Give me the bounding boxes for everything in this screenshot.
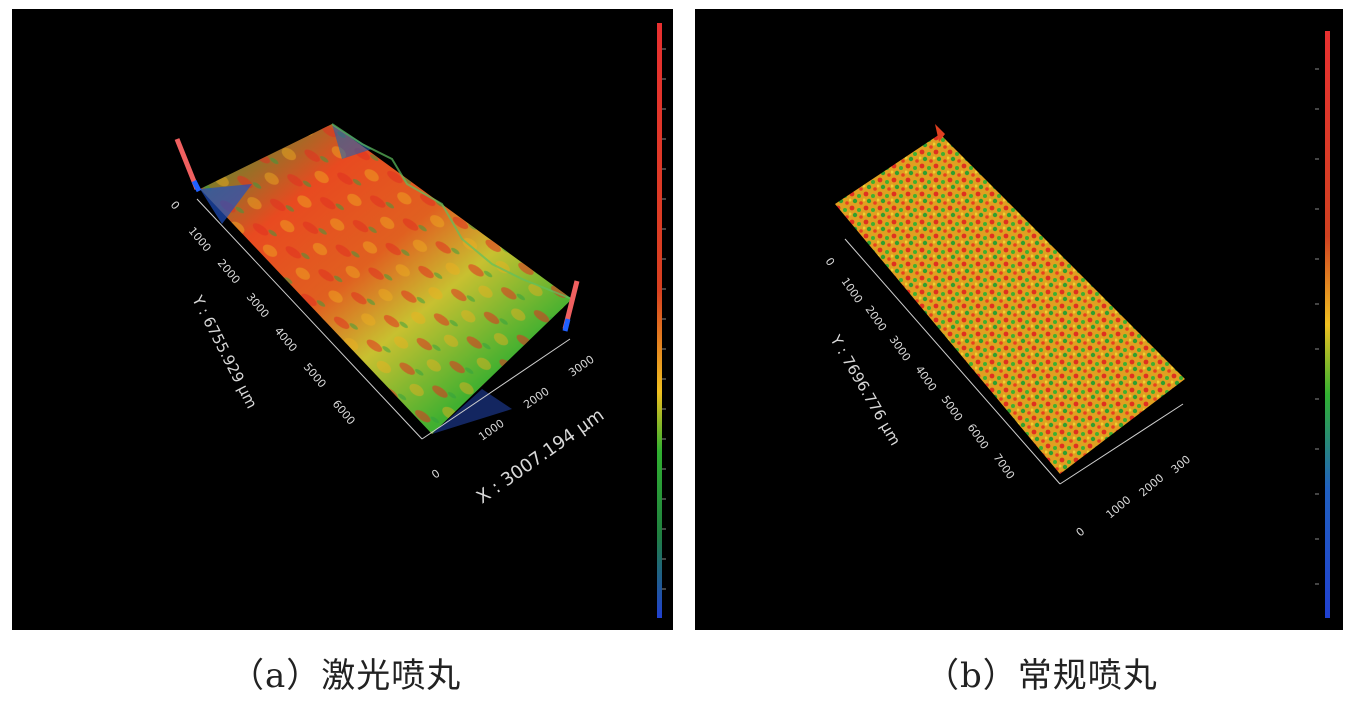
surface-plot-laser-peening: 0 1000 2000 3000 4000 5000 6000 0 1000 2… xyxy=(12,9,673,630)
surface-mesh xyxy=(835,124,1185,474)
y-axis xyxy=(196,198,423,440)
y-tick-label: 0 xyxy=(168,199,182,213)
y-tick-label: 3000 xyxy=(244,291,272,321)
y-tick-label: 2000 xyxy=(863,303,890,333)
y-tick-label: 0 xyxy=(823,255,838,268)
corner-marker-left xyxy=(174,138,202,193)
caption-laser-peening: （a）激光喷丸 xyxy=(230,656,462,696)
x-tick-label: 0 xyxy=(429,467,442,482)
y-tick-label: 7000 xyxy=(991,451,1018,481)
x-tick-label: 0 xyxy=(1074,525,1088,539)
x-tick-label: 1000 xyxy=(1104,493,1134,521)
x-tick-label: 2000 xyxy=(521,385,551,412)
corner-marker-right xyxy=(562,280,580,332)
y-tick-label: 6000 xyxy=(330,398,358,428)
x-tick-label: 2000 xyxy=(1137,471,1167,499)
y-tick-label: 1000 xyxy=(839,275,866,305)
y-tick-label: 5000 xyxy=(939,393,966,423)
color-scale-bar xyxy=(1315,31,1330,618)
color-scale-bar xyxy=(657,23,666,618)
y-tick-label: 4000 xyxy=(272,325,300,355)
x-tick-label: 1000 xyxy=(476,417,506,444)
y-tick-label: 4000 xyxy=(913,363,940,393)
x-axis xyxy=(421,338,571,440)
y-tick-label: 1000 xyxy=(186,225,214,255)
y-tick-label: 3000 xyxy=(887,333,914,363)
y-tick-label: 2000 xyxy=(215,257,243,287)
x-tick-label: 3000 xyxy=(566,353,596,380)
surface-mesh xyxy=(200,123,573,434)
surface-plot-conventional-peening: 0 1000 2000 3000 4000 5000 6000 7000 0 1… xyxy=(695,9,1343,630)
x-axis xyxy=(1059,403,1184,485)
y-axis xyxy=(844,238,1061,485)
y-tick-label: 6000 xyxy=(965,421,992,451)
caption-conventional-peening: （b）常规喷丸 xyxy=(925,656,1158,696)
y-tick-label: 5000 xyxy=(301,361,329,391)
x-tick-label: 300 xyxy=(1169,453,1193,476)
y-axis-title: Y : 6755.929 μm xyxy=(188,292,261,412)
